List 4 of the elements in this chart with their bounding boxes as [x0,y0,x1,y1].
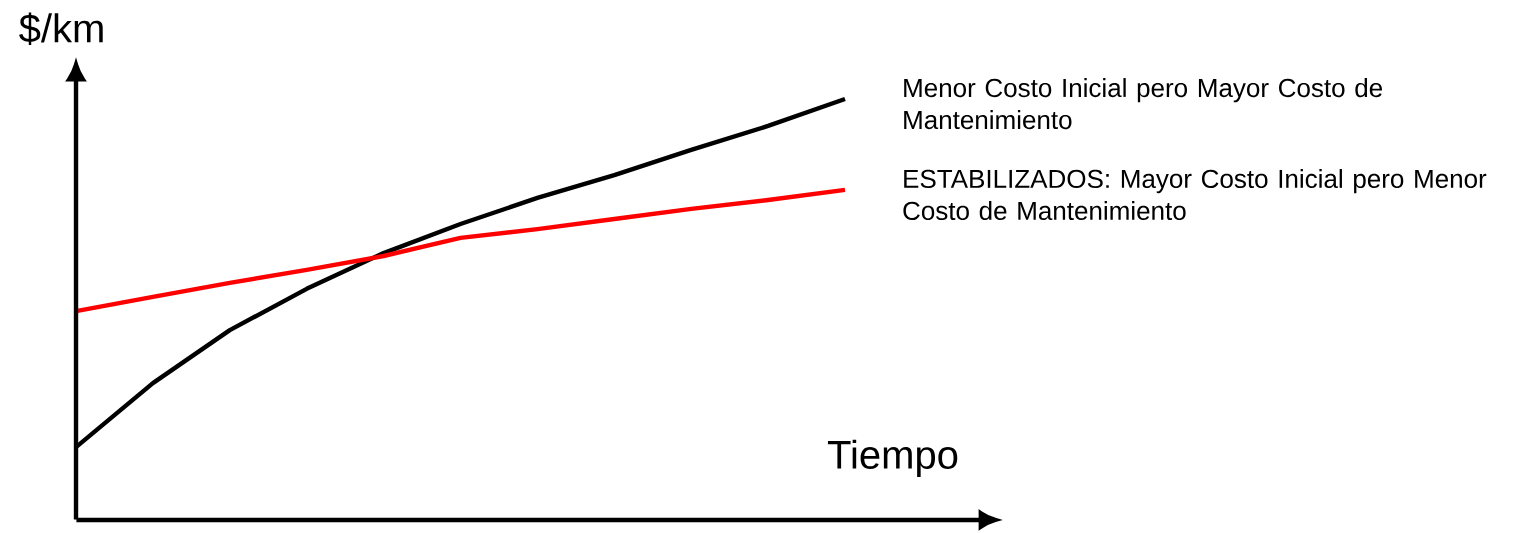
text: ESTABILIZADOS: Mayor Costo Inicial pero Menor Costo de Mantenimiento [903,168,1487,221]
x-axis-title: Tiempo [827,439,958,477]
y-axis-title: $/km [19,12,103,45]
text: Menor Costo Inicial pero Mayor Costo de Mantenimiento [904,78,1383,130]
